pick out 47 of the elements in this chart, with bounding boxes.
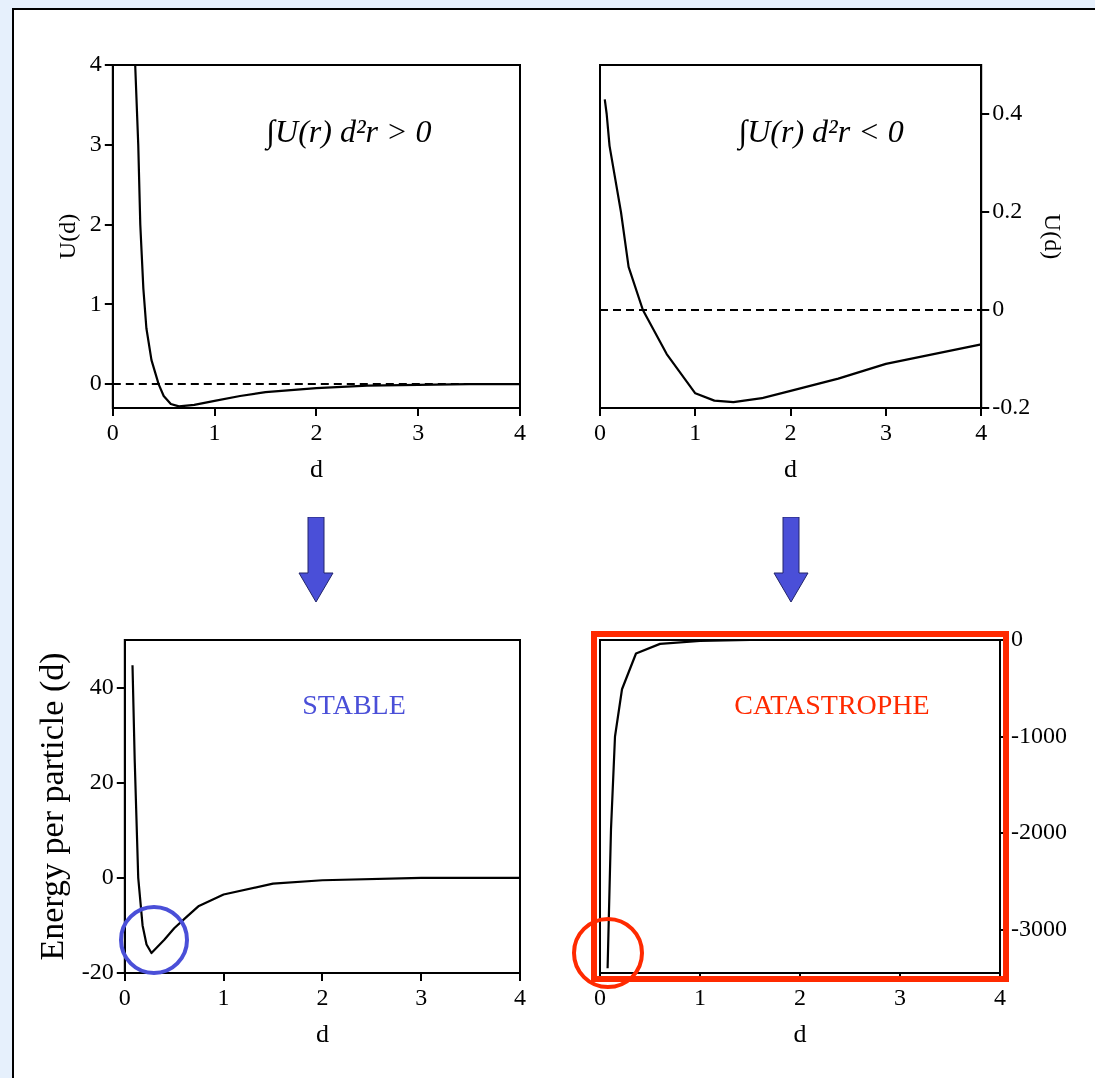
y2-tick-label: 0.4 <box>992 99 1023 126</box>
x-tick-label: 3 <box>412 418 425 445</box>
x-tick-label: 1 <box>217 983 230 1010</box>
x-tick-label: 3 <box>879 418 892 445</box>
y2-axis-title: U(d) <box>1040 213 1067 260</box>
x-tick-label: 1 <box>694 983 706 1010</box>
x-tick-label: 0 <box>118 983 131 1010</box>
y2-tick-label: -2000 <box>1011 818 1068 845</box>
y-tick-label: 20 <box>89 768 114 795</box>
x-tick-label: 3 <box>894 983 907 1010</box>
y-tick-label: 0 <box>101 863 114 890</box>
x-tick-label: 4 <box>975 418 988 445</box>
x-tick-label: 4 <box>514 983 526 1010</box>
y2-tick-label: -0.2 <box>992 393 1031 420</box>
annotation: CATASTROPHE <box>734 688 930 720</box>
annotation: ∫U(r) d²r < 0 <box>736 113 904 152</box>
x-axis-title: d <box>315 1019 329 1049</box>
y-tick-label: 1 <box>89 289 102 316</box>
y-tick-label: 2 <box>89 209 102 236</box>
y2-tick-label: -3000 <box>1011 914 1068 941</box>
y2-tick-label: 0 <box>992 295 1005 322</box>
x-tick-label: 2 <box>316 983 329 1010</box>
x-tick-label: 2 <box>310 418 323 445</box>
x-tick-label: 1 <box>208 418 221 445</box>
x-tick-label: 4 <box>514 418 526 445</box>
x-tick-label: 3 <box>415 983 428 1010</box>
y-tick-label: -20 <box>81 958 114 985</box>
y-tick-label: 3 <box>89 130 102 157</box>
y2-tick-label: -1000 <box>1011 721 1068 748</box>
x-tick-label: 0 <box>594 418 606 445</box>
x-axis-title: d <box>793 1019 807 1049</box>
y-axis-title: U(d) <box>53 213 80 260</box>
y-tick-label: 0 <box>89 369 102 396</box>
annotation: STABLE <box>302 688 406 720</box>
y-tick-label: 40 <box>89 672 114 699</box>
x-tick-label: 2 <box>794 983 806 1010</box>
annotation: ∫U(r) d²r > 0 <box>264 113 432 152</box>
x-tick-label: 0 <box>594 983 606 1010</box>
y2-tick-label: 0.2 <box>992 197 1023 224</box>
y-axis-title: Energy per particle (d) <box>33 652 72 961</box>
y-tick-label: 4 <box>89 50 102 77</box>
x-tick-label: 1 <box>689 418 702 445</box>
x-axis-title: d <box>309 454 323 484</box>
x-axis-title: d <box>784 454 798 484</box>
y2-tick-label: 0 <box>1011 625 1024 652</box>
x-tick-label: 4 <box>994 983 1007 1010</box>
x-tick-label: 2 <box>784 418 797 445</box>
